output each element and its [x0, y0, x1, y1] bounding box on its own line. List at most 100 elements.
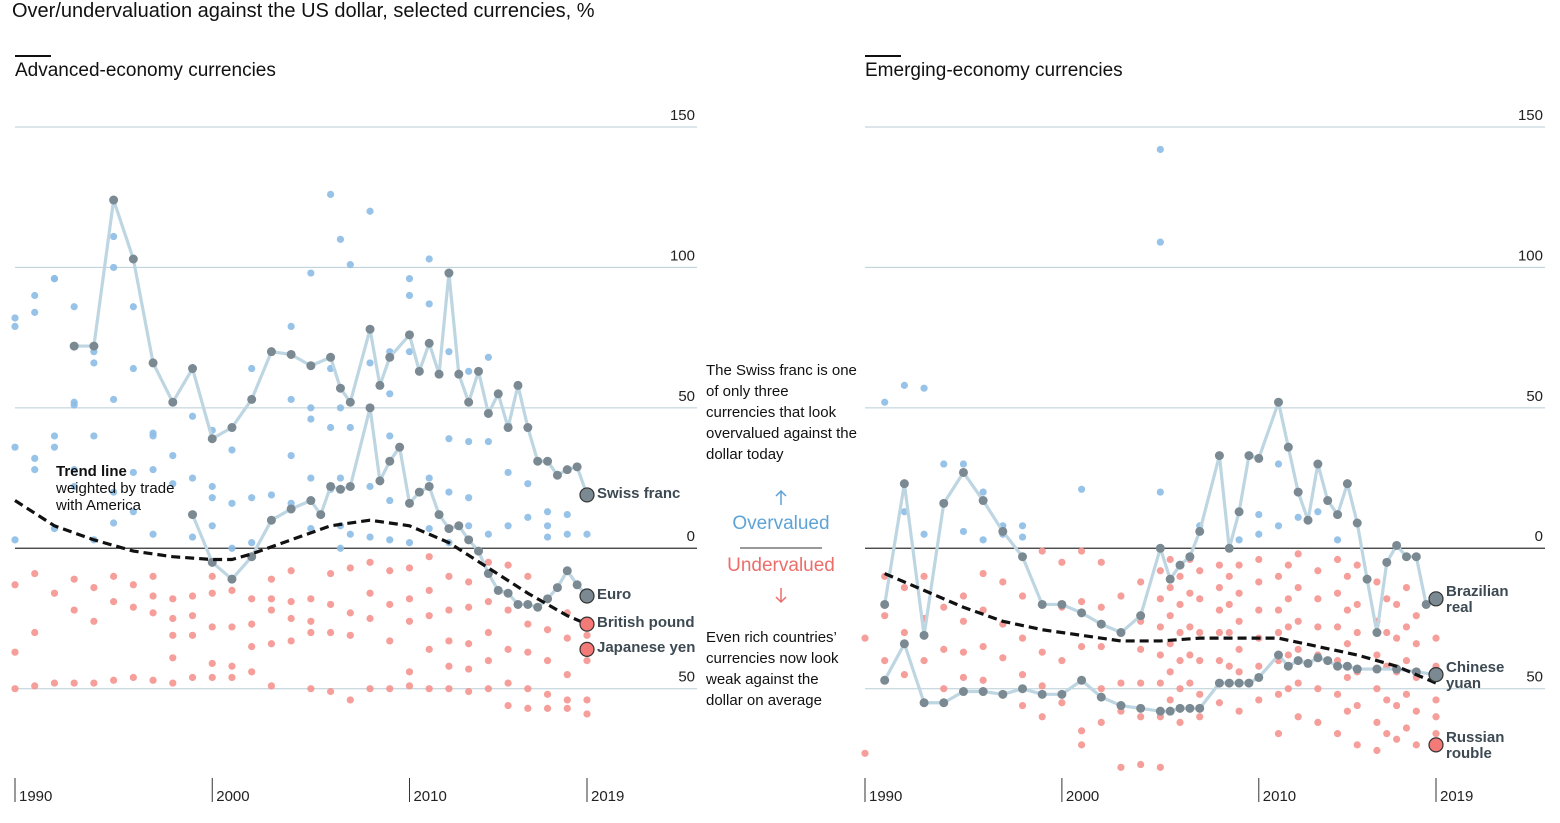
header-bar	[15, 55, 51, 57]
dot	[465, 687, 473, 696]
dot	[1373, 578, 1381, 586]
series-end-marker	[579, 487, 595, 503]
dot	[1225, 662, 1233, 670]
series-dot	[1057, 689, 1067, 699]
series-dot	[1175, 703, 1185, 713]
series-dot	[1175, 560, 1185, 570]
dot	[208, 659, 216, 668]
dot	[287, 322, 295, 331]
series-dot	[454, 369, 464, 379]
dot	[425, 586, 433, 595]
series-dot	[493, 585, 503, 595]
series-dot	[89, 341, 99, 351]
dot	[287, 598, 295, 606]
dot	[445, 435, 453, 443]
dot	[110, 572, 118, 580]
series-dot	[1421, 599, 1431, 609]
dot	[228, 623, 236, 631]
dot	[1038, 648, 1046, 656]
series-label: Euro	[597, 586, 632, 604]
series-dot	[978, 687, 988, 697]
dot	[445, 662, 453, 670]
series-dot	[1165, 574, 1175, 584]
dot	[228, 662, 236, 670]
y-tick-label: 100	[1518, 247, 1543, 264]
dot	[110, 232, 118, 241]
dot	[465, 578, 473, 586]
dot	[583, 530, 591, 538]
dot	[1314, 718, 1322, 727]
series-dot	[1401, 552, 1411, 562]
series-dot	[1224, 543, 1234, 553]
dot	[31, 628, 39, 637]
series-dot	[1234, 507, 1244, 517]
dot	[149, 572, 157, 580]
dot	[1176, 600, 1184, 609]
y-tick-label: 150	[1518, 107, 1543, 124]
dot	[188, 592, 197, 600]
series-dot	[474, 366, 484, 376]
dot	[90, 617, 98, 625]
series-dot	[1372, 664, 1382, 674]
dot	[1186, 651, 1194, 659]
dot	[861, 634, 869, 642]
dot	[248, 595, 256, 603]
dot	[484, 437, 492, 446]
dot	[920, 384, 928, 392]
dot	[90, 432, 98, 440]
dot	[445, 572, 453, 580]
y-tick-label: 50	[1526, 669, 1543, 686]
dot	[1018, 701, 1027, 710]
dot	[248, 539, 256, 547]
dot	[1373, 718, 1381, 727]
series-dot	[572, 462, 582, 472]
dot	[228, 586, 236, 595]
dot	[110, 676, 118, 684]
series-label: Russian rouble	[1446, 728, 1505, 762]
dot	[90, 679, 98, 687]
dot	[366, 589, 374, 597]
dot	[307, 404, 315, 412]
dot	[1274, 460, 1283, 468]
series-dot	[414, 366, 424, 376]
dot	[1117, 592, 1125, 600]
series-dot	[69, 341, 79, 351]
dot	[445, 685, 453, 693]
dot	[979, 488, 987, 496]
dot	[307, 685, 315, 693]
series-dot	[1352, 518, 1362, 528]
dot	[1284, 595, 1292, 603]
dot	[1274, 522, 1283, 530]
dot	[583, 631, 591, 639]
dot	[1077, 598, 1086, 606]
series-dot	[1333, 510, 1343, 520]
dot	[228, 544, 236, 552]
dot	[50, 679, 59, 687]
dot	[1186, 623, 1194, 631]
dot	[1018, 533, 1027, 541]
series-dot	[1165, 706, 1175, 716]
series-dot	[306, 361, 316, 371]
dot	[1156, 488, 1164, 496]
dot	[445, 606, 453, 614]
dot	[999, 578, 1007, 586]
dot	[1432, 634, 1440, 642]
dot	[31, 308, 39, 316]
series-end-marker	[1428, 737, 1444, 753]
dot	[1284, 651, 1292, 659]
series-dot	[188, 364, 198, 374]
dot	[425, 300, 433, 308]
dot	[1077, 642, 1086, 651]
dot	[405, 668, 414, 676]
dot	[169, 595, 177, 603]
dot	[1402, 657, 1411, 665]
dot	[1176, 628, 1184, 637]
dot	[1235, 645, 1243, 653]
dot	[1294, 645, 1302, 653]
trend-note: weighted by trade with America	[56, 480, 175, 514]
dot	[267, 595, 276, 603]
series-dot	[880, 599, 890, 609]
dot	[287, 451, 295, 460]
dot	[1137, 760, 1145, 769]
dot	[1274, 690, 1283, 698]
